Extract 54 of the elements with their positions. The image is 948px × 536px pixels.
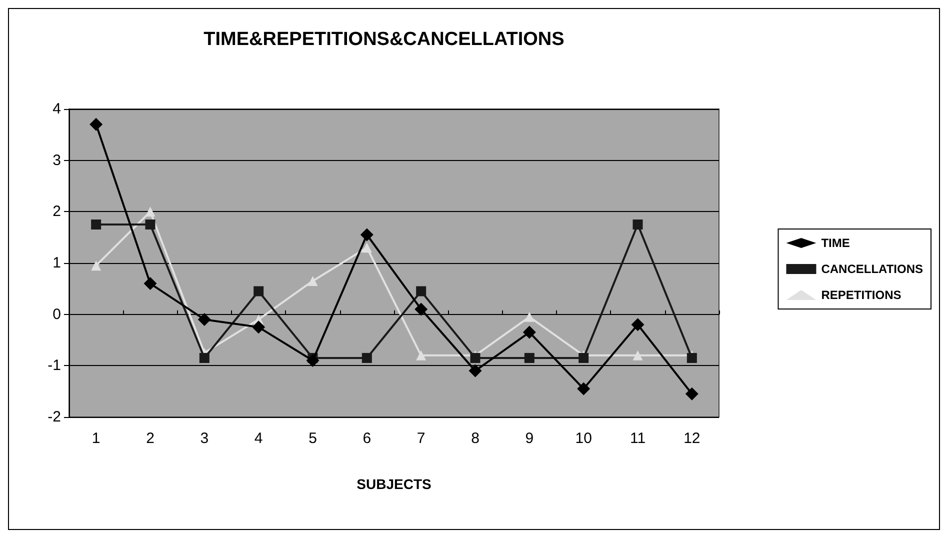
point [685,387,698,400]
legend-label: TIME [821,236,850,250]
x-tick-label: 5 [308,430,317,447]
y-tick-label: 3 [52,152,61,169]
y-tick-label: 1 [52,254,61,272]
point [468,364,482,378]
point [308,276,318,286]
point [578,352,589,363]
x-tick-label: 7 [416,430,426,447]
point [252,320,266,334]
legend-label: CANCELLATIONS [821,262,924,276]
x-tick-label: 2 [146,430,154,447]
point [91,220,102,230]
point [524,312,534,322]
point [360,228,374,242]
y-tick-label: 0 [52,306,61,323]
point [416,350,426,360]
x-tick-label: 12 [684,430,700,447]
point [414,302,428,316]
point [90,118,103,131]
point [144,277,157,290]
point [254,286,264,296]
point [199,352,210,363]
y-tick-label: -1 [48,357,61,374]
x-tick-label: 1 [92,430,100,447]
chart-title: TIME&REPETITIONS&CANCELLATIONS [204,29,564,50]
y-tick-label: 2 [52,203,61,220]
point [362,242,372,253]
point [145,206,156,217]
point [470,352,480,363]
point [306,354,320,368]
point [362,352,372,363]
x-tick-label: 6 [362,430,372,447]
point [522,326,536,339]
point [145,220,156,230]
point [631,318,644,332]
x-tick-label: 11 [630,430,646,447]
x-tick-label: 9 [525,430,534,447]
y-tick-label: 4 [52,100,61,118]
point [91,260,102,271]
x-tick-label: 10 [575,430,592,447]
point [524,352,534,363]
legend-label: REPETITIONS [821,288,902,302]
x-tick-label: 3 [200,430,209,447]
point [577,382,590,396]
y-tick-label: -2 [48,408,61,426]
point [416,286,426,296]
x-tick-label: 4 [254,430,263,447]
point [198,312,211,326]
x-tick-label: 8 [471,430,480,447]
point [686,352,697,363]
point [632,220,643,230]
point [632,350,643,360]
x-axis-title: SUBJECTS [356,476,432,492]
